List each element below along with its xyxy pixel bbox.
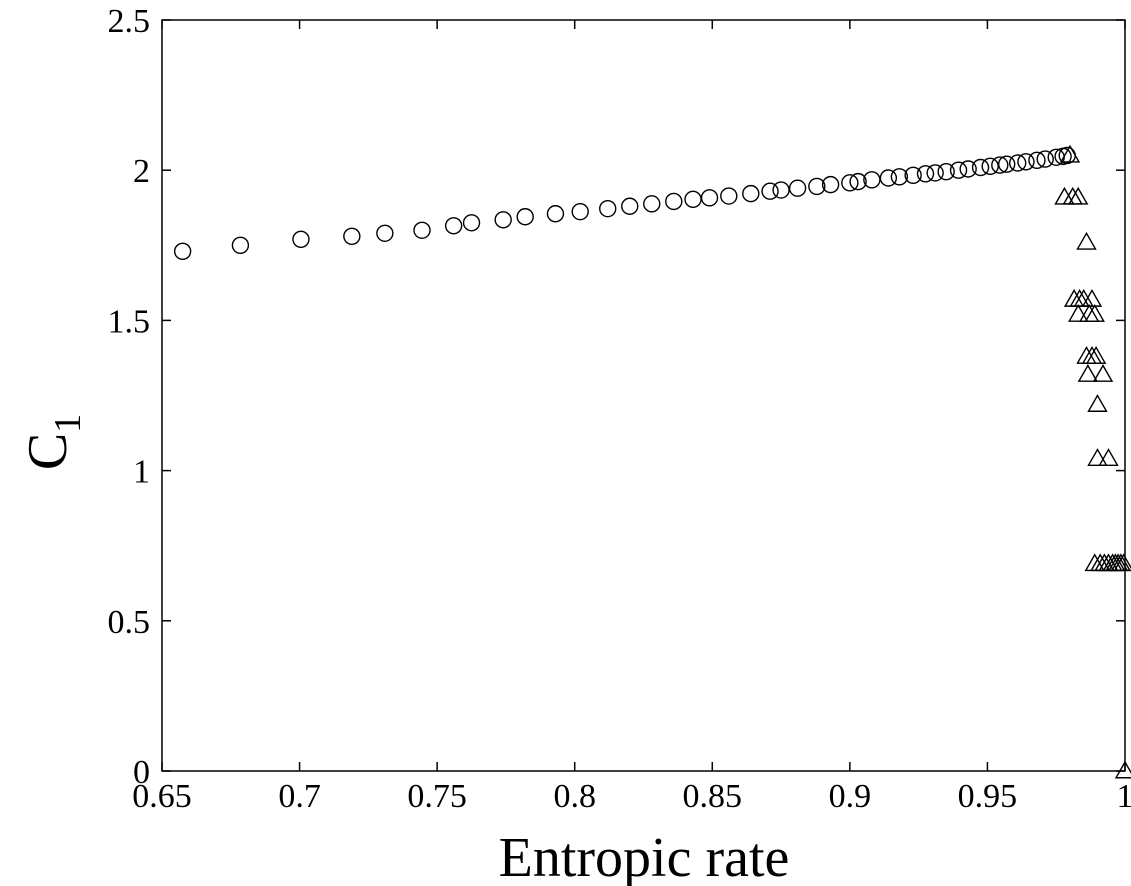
circle-marker [444,217,463,235]
circle-marker [621,197,639,215]
circle-marker [700,189,719,207]
circle-marker [879,169,898,187]
y-tick-label: 1 [133,454,150,491]
circle-marker [413,221,431,239]
triangle-marker [1076,231,1097,250]
x-axis: 0.65 0.7 0.75 0.8 0.85 0.9 0.95 1 [132,20,1131,815]
circle-marker [720,187,738,205]
y-axis-title-main: C [17,433,79,470]
circle-marker [849,172,867,191]
triangle-marker [1081,288,1103,307]
circle-marker [772,181,790,199]
y-axis-title: C1 [17,414,89,470]
x-tick-label: 0.85 [683,778,743,815]
x-tick-label: 1 [1117,778,1131,815]
circle-marker [665,192,683,211]
x-tick-label: 0.75 [407,778,467,815]
circle-marker [821,175,840,194]
y-tick-label: 0 [133,754,150,791]
circle-marker [1017,153,1035,171]
triangle-marker [1087,448,1108,467]
circle-marker [937,163,955,181]
circle-marker [1036,150,1054,168]
circle-marker [173,242,192,261]
triangle-marker [1114,760,1131,779]
triangle-marker [1084,303,1105,322]
circle-marker [516,208,534,226]
x-tick-label: 0.8 [553,778,596,815]
circle-marker [841,174,859,192]
triangle-marker [1085,346,1107,364]
triangle-marker [1092,364,1114,382]
circle-marker [916,165,935,183]
circle-marker [1008,154,1027,172]
y-axis-title-subscript: 1 [47,414,89,433]
circle-marker [926,164,944,182]
circle-marker [343,227,361,245]
triangle-marker [1068,186,1089,205]
circle-marker [808,177,826,196]
circle-marker [376,224,394,242]
circle-marker [991,156,1009,174]
circle-marker [1028,151,1046,169]
triangle-marker [1113,553,1131,572]
plot-area [161,19,1126,772]
x-tick-label: 0.9 [829,778,872,815]
circle-marker [231,236,250,255]
y-axis: 0 0.5 1 1.5 2 2.5 [108,3,1125,791]
circle-marker [742,184,760,203]
x-tick-label: 0.95 [958,778,1018,815]
circle-marker [643,195,661,213]
triangle-marker [1077,364,1099,382]
circle-marker [788,179,807,197]
x-axis-title: Entropic rate [499,827,790,886]
x-tick-label: 0.65 [132,778,192,815]
triangle-marker [1098,448,1119,467]
plot-frame [161,19,1126,772]
x-tick-label: 0.7 [278,778,321,815]
circle-marker [959,160,977,178]
triangle-marker [1068,303,1089,322]
circle-marker [462,214,481,232]
circle-marker [761,182,779,200]
triangle-marker [1059,144,1081,163]
y-tick-label: 1.5 [108,303,151,340]
circle-marker [599,199,617,218]
circle-marker [684,190,702,209]
circle-marker [971,158,990,177]
triangle-marker [1087,394,1108,412]
circle-marker [949,161,968,179]
circle-marker [890,168,909,186]
circle-marker [904,166,922,185]
circle-marker [494,211,512,229]
circle-marker [571,202,589,221]
data-markers [173,144,1131,779]
circle-marker [546,205,565,223]
circle-marker [981,157,999,175]
y-tick-label: 0.5 [108,604,151,641]
y-tick-label: 2.5 [108,3,151,40]
circle-marker [292,230,310,248]
circle-marker [997,155,1016,173]
y-tick-label: 2 [133,153,150,190]
